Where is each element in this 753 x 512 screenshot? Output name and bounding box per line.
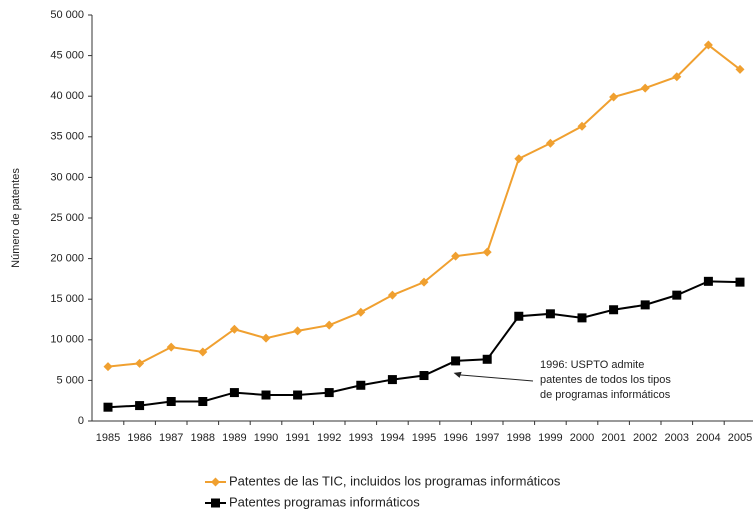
legend-marker (211, 498, 220, 508)
point (324, 320, 334, 330)
x-tick-label: 1992 (317, 432, 341, 444)
annotation: patentes de todos los tipos (540, 374, 671, 386)
point (135, 358, 145, 368)
point (356, 307, 366, 317)
legend-marker (211, 477, 220, 487)
x-tick-label: 2002 (633, 432, 657, 444)
point (514, 311, 524, 321)
point (451, 356, 461, 366)
point (419, 371, 429, 381)
y-tick-label: 50 000 (50, 9, 84, 21)
y-tick-label: 45 000 (50, 50, 84, 62)
point (703, 276, 713, 286)
point (545, 138, 555, 148)
legend-label: Patentes de las TIC, incluidos los progr… (229, 473, 561, 488)
point (640, 300, 650, 310)
legend-label: Patentes programas informáticos (229, 494, 420, 509)
point (229, 388, 239, 398)
x-tick-label: 1990 (254, 432, 278, 444)
x-tick-label: 1985 (96, 432, 120, 444)
point (166, 342, 176, 352)
y-tick-label: 5 000 (56, 374, 84, 386)
point (672, 72, 682, 82)
y-axis-label: Número de patentes (10, 168, 22, 268)
point (703, 40, 713, 50)
point (135, 401, 145, 411)
point (577, 121, 587, 131)
x-tick-label: 1999 (538, 432, 562, 444)
x-tick-label: 2004 (696, 432, 720, 444)
point (261, 390, 271, 400)
annotation-arrowhead (453, 371, 462, 378)
x-tick-label: 1998 (507, 432, 531, 444)
point (482, 247, 492, 257)
point (261, 333, 271, 343)
point (387, 375, 397, 385)
y-tick-label: 15 000 (50, 293, 84, 305)
x-tick-label: 1995 (412, 432, 436, 444)
point (356, 380, 366, 390)
y-tick-label: 35 000 (50, 131, 84, 143)
point (229, 324, 239, 334)
point (672, 290, 682, 300)
x-tick-label: 1994 (380, 432, 404, 444)
x-tick-label: 1993 (349, 432, 373, 444)
point (324, 388, 334, 398)
point (545, 309, 555, 319)
annotation-arrow (459, 374, 534, 382)
y-tick-label: 0 (78, 415, 84, 427)
point (577, 313, 587, 323)
point (103, 402, 113, 412)
point (293, 326, 303, 336)
y-tick-label: 10 000 (50, 334, 84, 346)
y-tick-label: 30 000 (50, 171, 84, 183)
point (609, 305, 619, 315)
annotation: 1996: USPTO admite (540, 359, 644, 371)
y-tick-label: 20 000 (50, 253, 84, 265)
x-tick-label: 2000 (570, 432, 594, 444)
y-tick-label: 25 000 (50, 212, 84, 224)
point (419, 277, 429, 287)
point (198, 397, 208, 407)
x-tick-label: 1997 (475, 432, 499, 444)
annotation: de programas informáticos (540, 389, 671, 401)
point (166, 397, 176, 407)
x-tick-label: 2003 (665, 432, 689, 444)
x-tick-label: 1987 (159, 432, 183, 444)
point (451, 251, 461, 261)
x-tick-label: 1988 (191, 432, 215, 444)
x-tick-label: 2005 (728, 432, 752, 444)
point (293, 390, 303, 400)
point (514, 154, 524, 164)
x-tick-label: 2001 (601, 432, 625, 444)
point (198, 347, 208, 357)
x-tick-label: 1996 (443, 432, 467, 444)
point (387, 290, 397, 300)
point (103, 362, 113, 372)
x-tick-label: 1989 (222, 432, 246, 444)
y-tick-label: 40 000 (50, 90, 84, 102)
point (640, 83, 650, 93)
point (482, 354, 492, 364)
point (609, 92, 619, 102)
x-tick-label: 1991 (285, 432, 309, 444)
point (735, 277, 745, 287)
series-line (107, 43, 741, 368)
x-tick-label: 1986 (127, 432, 151, 444)
point (735, 64, 745, 74)
